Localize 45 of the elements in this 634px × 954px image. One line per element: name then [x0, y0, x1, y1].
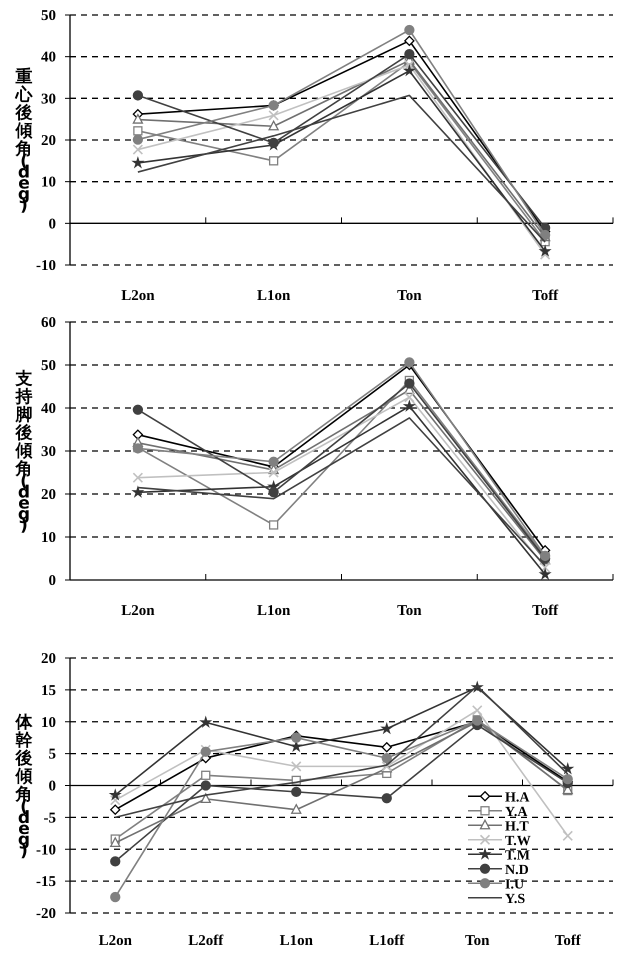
- y-tick-label: -10: [36, 258, 56, 274]
- x-tick-label: L2on: [98, 933, 133, 949]
- legend-label: T.W: [505, 834, 531, 849]
- legend-label: I.U: [505, 877, 524, 892]
- legend-label: H.A: [505, 790, 530, 806]
- legend-label: T.M: [505, 848, 530, 864]
- y-tick-label: 60: [41, 315, 56, 331]
- y-tick-label: 30: [41, 444, 56, 460]
- y-tick-label: 40: [41, 401, 56, 417]
- legend-label: H.T: [505, 819, 530, 834]
- x-tick-label: Toff: [554, 933, 582, 949]
- x-tick-label: Toff: [532, 603, 560, 619]
- y-tick-label: 30: [41, 91, 56, 108]
- y-tick-label: 10: [41, 714, 56, 731]
- y-tick-label: 20: [41, 651, 56, 667]
- x-tick-label: L1on: [256, 288, 291, 304]
- y-tick-label: -20: [36, 906, 56, 922]
- y-tick-label: -15: [36, 874, 56, 890]
- y-tick-label: -5: [44, 810, 56, 826]
- y-tick-label: 40: [41, 50, 56, 66]
- y-tick-label: 20: [41, 487, 56, 503]
- x-tick-label: L2on: [121, 288, 156, 304]
- x-tick-label: L2on: [121, 603, 156, 619]
- legend-label: N.D: [505, 862, 529, 878]
- x-tick-label: Ton: [397, 603, 422, 619]
- y-tick-label: 10: [41, 174, 56, 191]
- y-tick-label: 50: [41, 8, 56, 24]
- y-tick-label: 0: [48, 216, 56, 232]
- y-tick-label: 15: [41, 682, 56, 699]
- x-tick-label: L1on: [280, 933, 314, 949]
- x-tick-label: Ton: [397, 288, 422, 304]
- y-tick-label: 10: [41, 530, 56, 546]
- y-tick-label: 50: [41, 358, 56, 374]
- y-tick-label: -10: [36, 842, 56, 858]
- y-tick-label: 5: [48, 746, 56, 763]
- legend-label: Y.A: [505, 804, 528, 820]
- legend-label: Y.S: [505, 892, 526, 907]
- x-tick-label: L1on: [256, 603, 291, 619]
- x-tick-label: Toff: [532, 288, 560, 304]
- y-tick-label: 0: [48, 778, 56, 794]
- y-tick-label: 0: [48, 573, 56, 589]
- x-tick-label: L1off: [369, 933, 406, 949]
- y-tick-label: 20: [41, 133, 56, 149]
- x-tick-label: Ton: [465, 933, 490, 949]
- x-tick-label: L2off: [188, 933, 224, 949]
